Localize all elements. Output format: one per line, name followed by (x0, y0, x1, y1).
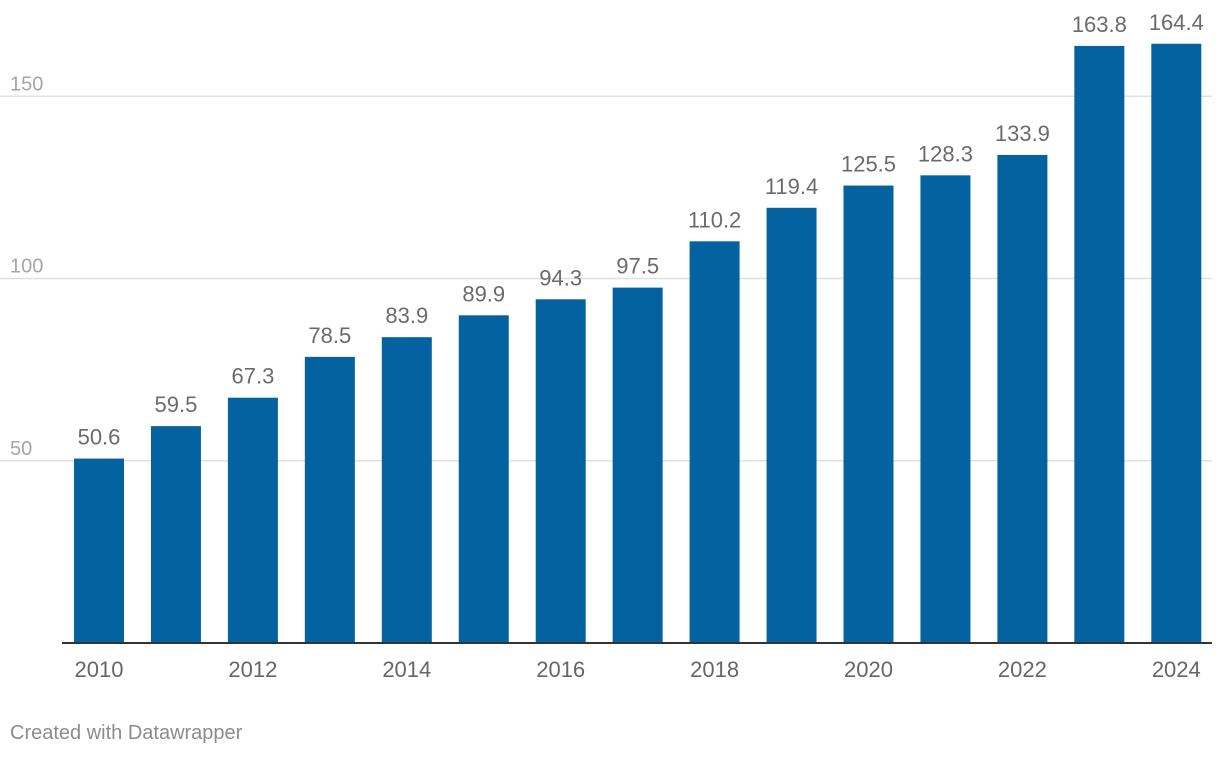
data-label: 133.9 (995, 121, 1050, 146)
x-tick-label: 2016 (536, 657, 585, 682)
bar-2010 (74, 458, 124, 643)
bar-2021 (920, 175, 971, 643)
y-tick-label: 150 (10, 73, 43, 95)
data-label: 119.4 (765, 174, 818, 199)
x-tick-label: 2018 (690, 657, 739, 682)
data-label: 128.3 (918, 141, 973, 166)
data-label: 125.5 (841, 152, 896, 177)
data-label: 67.3 (231, 364, 274, 389)
x-tick-label: 2012 (228, 657, 277, 682)
data-label: 59.5 (155, 392, 198, 417)
data-label: 110.2 (688, 207, 741, 232)
y-tick-label: 50 (10, 438, 32, 460)
data-label: 83.9 (385, 303, 428, 328)
bar-2014 (381, 337, 432, 643)
data-label: 78.5 (308, 323, 351, 348)
bar-2023 (1074, 45, 1125, 644)
data-label: 163.8 (1072, 12, 1127, 37)
bar-2011 (150, 426, 201, 643)
bar-2012 (227, 397, 278, 643)
bar-2015 (458, 315, 509, 643)
data-label: 164.4 (1149, 10, 1204, 35)
y-tick-label: 100 (10, 256, 43, 278)
bar-2017 (612, 287, 663, 643)
data-label: 94.3 (539, 265, 582, 290)
x-tick-label: 2010 (75, 657, 124, 682)
data-label: 50.6 (78, 425, 121, 450)
x-axis-tick-labels: 2010 2012 2014 2016 2018 2020 2022 2024 (75, 657, 1201, 682)
data-labels: 50.6 59.5 67.3 78.5 83.9 89.9 94.3 97.5 110.2 119… (78, 10, 1204, 450)
bar-2022 (997, 154, 1048, 643)
credit-text: Created with Datawrapper (10, 722, 243, 744)
data-label: 97.5 (616, 254, 659, 279)
bar-2024 (1151, 43, 1202, 643)
x-tick-label: 2014 (382, 657, 431, 682)
bar-2018 (689, 241, 740, 644)
y-axis-tick-labels: 50 100 150 (10, 73, 43, 460)
bars (74, 43, 1202, 644)
bar-2013 (304, 356, 355, 643)
bar-chart: 50 100 150 50.6 59.5 67.3 78.5 83.9 89.9 94.3 97.… (0, 10, 1212, 682)
x-tick-label: 2020 (844, 657, 893, 682)
bar-2016 (535, 299, 586, 643)
bar-2020 (843, 185, 894, 644)
x-tick-label: 2024 (1152, 657, 1201, 682)
bar-2019 (766, 207, 817, 644)
x-tick-label: 2022 (998, 657, 1047, 682)
data-label: 89.9 (462, 281, 505, 306)
